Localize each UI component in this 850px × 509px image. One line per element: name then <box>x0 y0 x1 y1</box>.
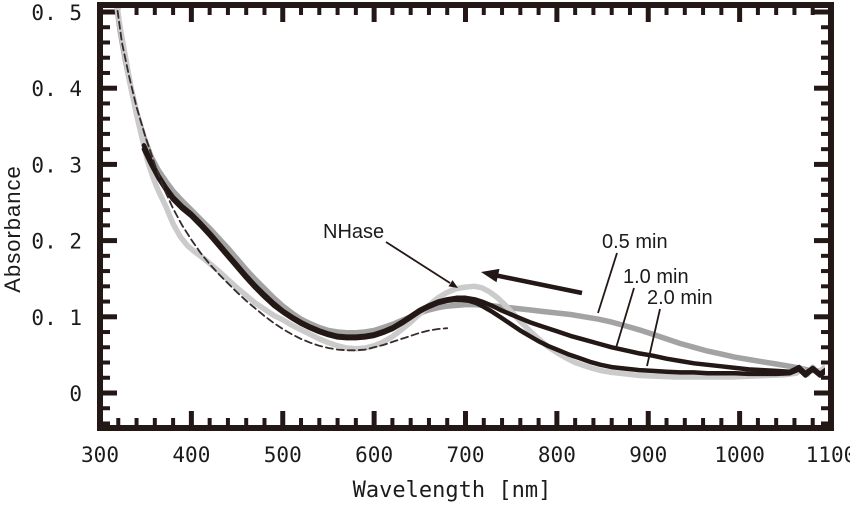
y-tick-label: 0. 5 <box>31 1 82 25</box>
time-2.0min-leader-line <box>646 308 661 367</box>
spectrum-curve-2.0-min <box>141 146 825 378</box>
y-tick-label: 0. 2 <box>31 230 82 254</box>
time-1.0min-leader-line <box>615 287 635 349</box>
x-tick-label: 400 <box>172 443 210 467</box>
y-axis-title: Absorbance <box>0 165 25 292</box>
x-axis-title: Wavelength [nm] <box>353 478 552 503</box>
spectrum-curve-0.5-min <box>114 8 825 375</box>
time-1.0min-label: 1.0 min <box>623 266 689 288</box>
nhase-leader-line <box>385 241 451 284</box>
reaction-direction-arrow-icon <box>481 268 583 296</box>
x-tick-label: 600 <box>355 443 393 467</box>
x-tick-label: 900 <box>629 443 667 467</box>
nhase-label: NHase <box>323 221 384 243</box>
x-tick-label: 700 <box>447 443 485 467</box>
x-tick-label: 300 <box>81 443 119 467</box>
plot-frame <box>97 2 834 431</box>
spectrum-curve-unlabeled-thin-dashed-trace <box>116 8 449 352</box>
y-tick-label: 0 <box>69 382 82 406</box>
x-tick-label: 800 <box>538 443 576 467</box>
spectrum-curve-1.0-min <box>141 143 825 377</box>
x-tick-label: 500 <box>264 443 302 467</box>
x-tick-label: 1100 <box>806 443 850 467</box>
time-0.5min-label: 0.5 min <box>602 231 668 253</box>
y-tick-label: 0. 1 <box>31 306 82 330</box>
spectrum-curve-nhase <box>114 8 825 380</box>
axis-tick-labels: 300 400 500 600 700 800 900 1000 1100 0 0. 1 0. 2 0.… <box>31 1 850 467</box>
nhase-leader-arrowhead-icon <box>448 280 458 288</box>
y-tick-label: 0. 4 <box>31 77 82 101</box>
axis-ticks <box>103 8 828 426</box>
spectra-curves <box>114 8 825 380</box>
x-tick-label: 1000 <box>714 443 765 467</box>
time-0.5min-leader-line <box>597 252 618 314</box>
time-2.0min-label: 2.0 min <box>647 287 713 309</box>
y-tick-label: 0. 3 <box>31 153 82 177</box>
